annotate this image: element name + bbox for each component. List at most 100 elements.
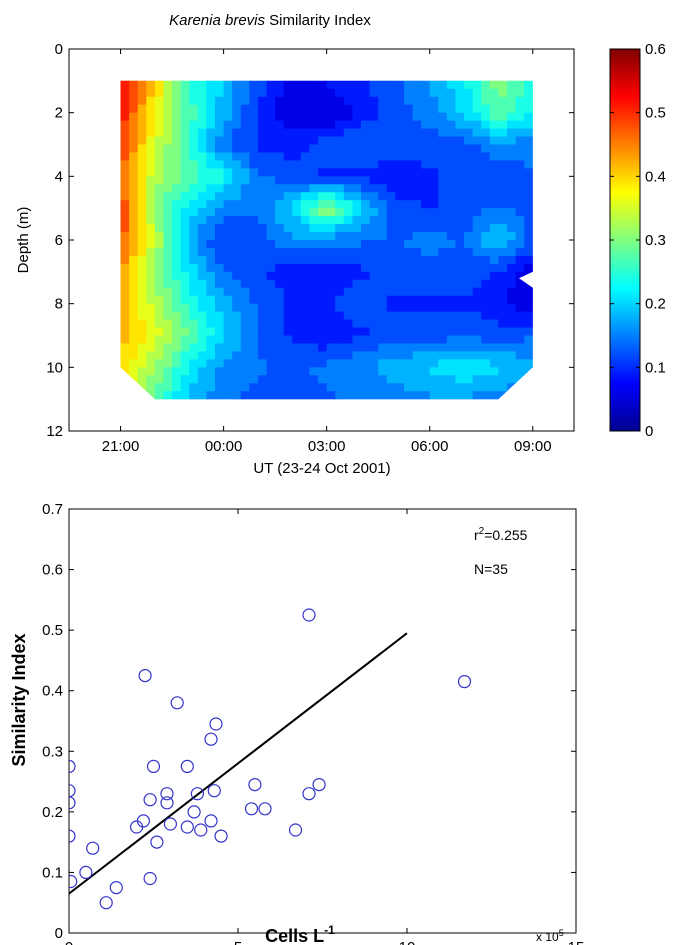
heatmap-cell (189, 168, 199, 177)
heatmap-cell (146, 160, 156, 169)
heatmap-cell (507, 176, 517, 185)
heatmap-cell (455, 136, 465, 146)
heatmap-cell (154, 168, 165, 177)
heatmap-cell (455, 168, 465, 177)
heatmap-cell (361, 80, 371, 90)
heatmap-cell (403, 319, 414, 329)
heatmap-cell (120, 144, 130, 154)
heatmap-cell (524, 184, 533, 193)
heatmap-cell (489, 383, 500, 392)
heatmap-cell (403, 343, 414, 353)
heatmap-cell (120, 80, 130, 90)
scatter-point (160, 787, 174, 801)
heatmap-cell (309, 80, 319, 90)
heatmap-cell (146, 343, 156, 353)
heatmap-cell (515, 208, 525, 217)
heatmap-cell (275, 128, 285, 138)
heatmap-cell (232, 232, 242, 241)
heatmap-cell (300, 399, 311, 400)
heatmap-cell (223, 232, 233, 241)
heatmap-cell (386, 224, 396, 233)
heatmap-cell (403, 351, 414, 360)
heatmap-cell (378, 192, 388, 201)
heatmap-cell (137, 351, 147, 360)
heatmap-cell (266, 224, 276, 233)
heatmap-cell (369, 96, 379, 106)
heatmap-cell (395, 335, 405, 345)
heatmap-cell (189, 319, 199, 329)
heatmap-cell (352, 287, 362, 297)
heatmap-cell (257, 303, 268, 313)
heatmap-cell (249, 319, 259, 329)
heatmap-cell (343, 263, 354, 273)
heatmap-cell (197, 120, 208, 130)
heatmap-cell (455, 367, 465, 376)
heatmap-cell (343, 160, 354, 169)
heatmap-cell (154, 375, 165, 384)
heatmap-cell (257, 240, 268, 249)
heatmap-cell (515, 160, 525, 169)
heatmap-cell (464, 208, 474, 217)
heatmap-cell (446, 295, 457, 305)
scatter-point (190, 787, 204, 801)
heatmap-cell (455, 224, 465, 233)
heatmap-cell (421, 327, 431, 337)
heatmap-cell (163, 224, 173, 233)
heatmap-cell (369, 192, 379, 201)
heatmap-cell (524, 216, 533, 225)
heatmap-cell (215, 160, 225, 169)
heatmap-cell (249, 104, 259, 114)
heatmap-cell (489, 232, 500, 241)
heatmap-cell (335, 96, 345, 106)
heatmap-cell (326, 144, 336, 154)
heatmap-cell (498, 319, 508, 329)
heatmap-cell (369, 104, 379, 114)
heatmap-cell (395, 192, 405, 201)
heatmap-cell (378, 224, 388, 233)
heatmap-cell (249, 295, 259, 305)
heatmap-cell (429, 224, 439, 233)
heatmap-cell (421, 112, 431, 122)
heatmap-cell (300, 232, 311, 241)
heatmap-cell (137, 335, 147, 345)
scatter-point (69, 796, 76, 810)
heatmap-cell (257, 168, 268, 177)
heatmap-cell (326, 375, 336, 384)
heatmap-cell (172, 136, 182, 146)
heatmap-cell (489, 208, 500, 217)
heatmap-cell (215, 144, 225, 154)
heatmap-cell (403, 216, 414, 225)
heatmap-cell (421, 359, 431, 368)
heatmap-cell (223, 271, 233, 281)
heatmap-cell (343, 112, 354, 122)
heatmap-cell (412, 391, 422, 400)
heatmap-cell (464, 144, 474, 154)
heatmap-cell (421, 120, 431, 130)
heatmap-cell (154, 295, 165, 305)
heatmap-cell (232, 184, 242, 193)
heatmap-cell (429, 391, 439, 400)
heatmap-cell (309, 216, 319, 225)
heatmap-cell (257, 208, 268, 217)
heatmap-cell (215, 383, 225, 392)
heatmap-cell (240, 112, 250, 122)
heatmap-cell (515, 343, 525, 353)
heatmap-cell (507, 335, 517, 345)
heatmap-cell (472, 383, 482, 392)
heatmap-cell (481, 263, 491, 273)
heatmap-cell (120, 168, 130, 177)
heatmap-cell (240, 104, 250, 114)
heatmap-cell (232, 359, 242, 368)
heatmap-cell (464, 343, 474, 353)
heatmap-cell (292, 295, 302, 305)
heatmap-cell (215, 120, 225, 130)
heatmap-cell (309, 295, 319, 305)
heatmap-cell (232, 247, 242, 257)
heatmap-cell (438, 240, 448, 249)
heatmap-cell (455, 287, 465, 297)
heatmap-cell (343, 120, 354, 130)
heatmap-y-tick-label: 0 (55, 41, 63, 58)
heatmap-cell (240, 327, 250, 337)
scatter-y-tick-label: 0.3 (42, 743, 63, 760)
heatmap-cell (352, 192, 362, 201)
